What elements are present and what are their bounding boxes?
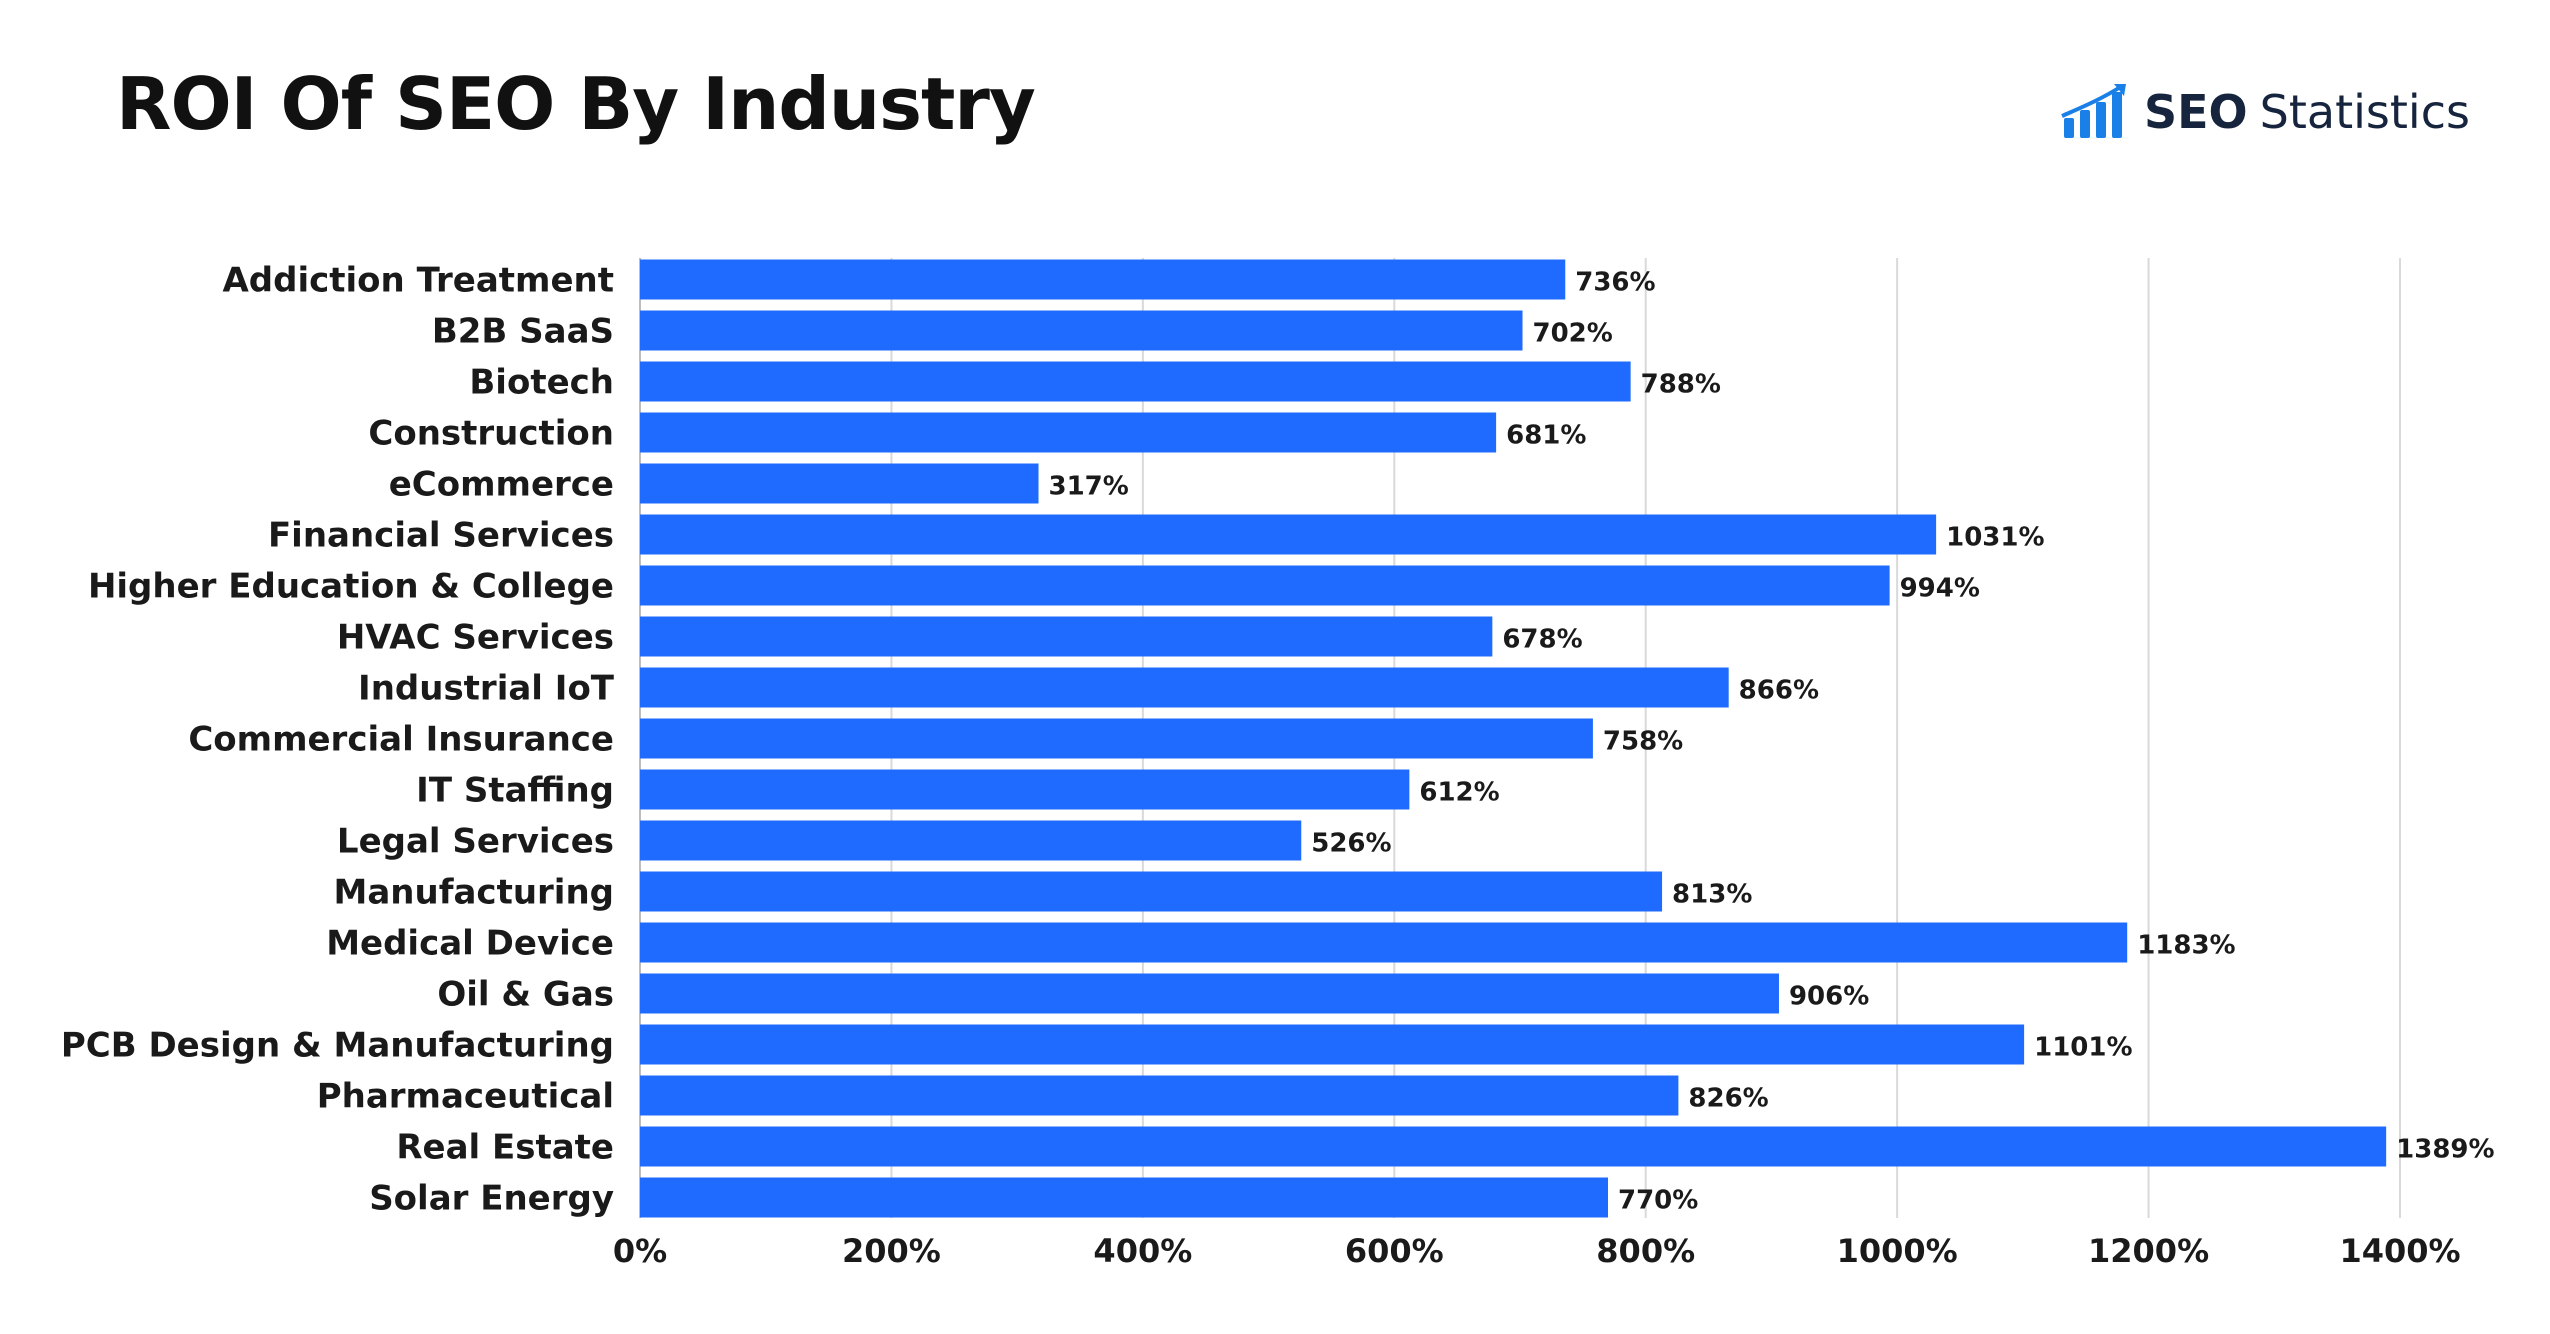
bar [640, 769, 1410, 810]
data-label: 526% [1311, 829, 1391, 859]
brand-name-light: Statistics [2259, 85, 2470, 139]
data-label: 994% [1900, 574, 1980, 604]
category-label: Biotech [469, 363, 614, 403]
bars [640, 259, 2387, 1218]
bar [640, 1177, 1608, 1218]
x-axis-ticks: 0% 200% 400% 600% 800% 1000% 1200% 1400% [613, 1232, 2461, 1270]
data-label: 612% [1419, 778, 1499, 808]
category-label: Higher Education & College [88, 567, 614, 607]
data-label: 788% [1641, 370, 1721, 400]
x-tick-label: 600% [1345, 1232, 1444, 1270]
bar [640, 871, 1663, 912]
category-label: Medical Device [326, 924, 614, 964]
x-tick-label: 800% [1596, 1232, 1695, 1270]
data-label: 906% [1789, 982, 1869, 1012]
bar [640, 514, 1937, 555]
bar [640, 259, 1566, 300]
category-label: Addiction Treatment [222, 261, 614, 301]
category-label: Real Estate [396, 1128, 614, 1168]
bar [640, 565, 1890, 606]
x-tick-label: 1200% [2088, 1232, 2209, 1270]
category-label: Oil & Gas [437, 975, 614, 1015]
category-label: Financial Services [268, 516, 614, 556]
data-label: 317% [1049, 472, 1129, 502]
bar [640, 463, 1039, 504]
category-label: Legal Services [337, 822, 614, 862]
bar [640, 667, 1729, 708]
category-label: Industrial IoT [358, 669, 615, 709]
bar-chart-growth-icon [2061, 84, 2126, 138]
bar [640, 310, 1523, 351]
data-label: 813% [1672, 880, 1752, 910]
x-tick-label: 1000% [1837, 1232, 1958, 1270]
chart-title: ROI Of SEO By Industry [116, 62, 1036, 146]
bar [640, 616, 1493, 657]
bar [640, 922, 2128, 963]
category-label: Manufacturing [334, 873, 615, 913]
category-label: IT Staffing [416, 771, 614, 811]
data-label: 1389% [2396, 1135, 2494, 1165]
data-label: 1183% [2137, 931, 2235, 961]
data-label: 678% [1502, 625, 1582, 655]
category-label: eCommerce [389, 465, 614, 505]
data-label: 1101% [2034, 1033, 2132, 1063]
data-label: 866% [1739, 676, 1819, 706]
bar [640, 973, 1779, 1014]
data-label: 702% [1533, 319, 1613, 349]
data-label: 1031% [1946, 523, 2044, 553]
data-label: 681% [1506, 421, 1586, 451]
category-label: HVAC Services [337, 618, 614, 658]
data-label: 758% [1603, 727, 1683, 757]
data-label: 770% [1618, 1186, 1698, 1216]
data-label: 736% [1575, 268, 1655, 298]
category-label: Solar Energy [369, 1179, 614, 1219]
category-labels: Addiction Treatment B2B SaaS Biotech Constr… [61, 261, 615, 1219]
x-tick-label: 1400% [2339, 1232, 2460, 1270]
x-tick-label: 200% [842, 1232, 941, 1270]
category-label: Commercial Insurance [188, 720, 614, 760]
x-tick-label: 0% [613, 1232, 667, 1270]
brand-name-bold: SEO [2144, 85, 2248, 139]
bar [640, 361, 1631, 402]
bar [640, 1024, 2025, 1065]
bar [640, 412, 1497, 453]
x-tick-label: 400% [1093, 1232, 1192, 1270]
bar [640, 820, 1302, 861]
brand-logo: SEO Statistics [2060, 82, 2470, 142]
bar [640, 1075, 1679, 1116]
value-labels: 736% 702% 788% 681% 317% 1031% 994% 678% 866% 758… [1049, 268, 2495, 1216]
category-label: PCB Design & Manufacturing [61, 1026, 614, 1066]
category-label: Pharmaceutical [317, 1077, 614, 1117]
bar [640, 1126, 2387, 1167]
category-label: Construction [368, 414, 614, 454]
data-label: 826% [1688, 1084, 1768, 1114]
bar [640, 718, 1593, 759]
category-label: B2B SaaS [432, 312, 614, 352]
